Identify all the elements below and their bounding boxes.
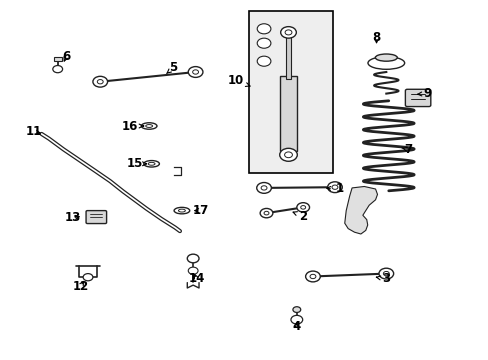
Circle shape xyxy=(331,185,337,189)
Circle shape xyxy=(53,66,62,73)
Circle shape xyxy=(327,182,342,193)
Circle shape xyxy=(280,27,296,38)
Text: 4: 4 xyxy=(292,320,300,333)
Text: 15: 15 xyxy=(126,157,146,170)
Circle shape xyxy=(285,30,291,35)
Circle shape xyxy=(300,206,305,209)
Polygon shape xyxy=(344,186,377,234)
Circle shape xyxy=(257,24,270,34)
Text: 6: 6 xyxy=(62,50,70,63)
Ellipse shape xyxy=(374,54,396,61)
Ellipse shape xyxy=(178,209,185,212)
Circle shape xyxy=(192,70,198,74)
Circle shape xyxy=(279,148,297,161)
Text: 2: 2 xyxy=(292,210,306,222)
FancyBboxPatch shape xyxy=(86,211,106,224)
Bar xyxy=(285,36,291,79)
Text: 1: 1 xyxy=(326,183,343,195)
Circle shape xyxy=(188,67,203,77)
Text: 5: 5 xyxy=(166,61,177,74)
Circle shape xyxy=(261,186,266,190)
Ellipse shape xyxy=(367,57,404,69)
Ellipse shape xyxy=(143,161,159,167)
Ellipse shape xyxy=(148,162,155,165)
Text: 3: 3 xyxy=(376,273,389,285)
Text: 11: 11 xyxy=(26,125,42,138)
Circle shape xyxy=(257,38,270,48)
Text: 16: 16 xyxy=(121,120,143,132)
Circle shape xyxy=(97,80,103,84)
Text: 17: 17 xyxy=(192,204,208,217)
Circle shape xyxy=(305,271,320,282)
Circle shape xyxy=(93,76,107,87)
Ellipse shape xyxy=(141,123,157,129)
Circle shape xyxy=(290,315,302,324)
Circle shape xyxy=(292,307,300,312)
Circle shape xyxy=(378,268,393,279)
Circle shape xyxy=(383,271,388,276)
Text: 14: 14 xyxy=(188,273,204,285)
Bar xyxy=(249,11,332,173)
Circle shape xyxy=(256,183,271,193)
Circle shape xyxy=(264,211,268,215)
Bar xyxy=(54,57,61,61)
Circle shape xyxy=(296,203,309,212)
FancyBboxPatch shape xyxy=(405,89,430,107)
Ellipse shape xyxy=(145,125,152,127)
Circle shape xyxy=(188,267,198,274)
Bar xyxy=(279,76,297,151)
Text: 13: 13 xyxy=(64,211,81,224)
Text: 8: 8 xyxy=(372,31,380,44)
Circle shape xyxy=(284,152,292,158)
Text: 7: 7 xyxy=(401,143,412,156)
Circle shape xyxy=(83,274,93,281)
Text: 12: 12 xyxy=(72,280,89,293)
Circle shape xyxy=(257,56,270,66)
Circle shape xyxy=(187,254,199,263)
Circle shape xyxy=(309,274,315,279)
Text: 9: 9 xyxy=(417,87,431,100)
Ellipse shape xyxy=(174,207,189,214)
Text: 10: 10 xyxy=(227,75,249,87)
Circle shape xyxy=(260,208,272,218)
